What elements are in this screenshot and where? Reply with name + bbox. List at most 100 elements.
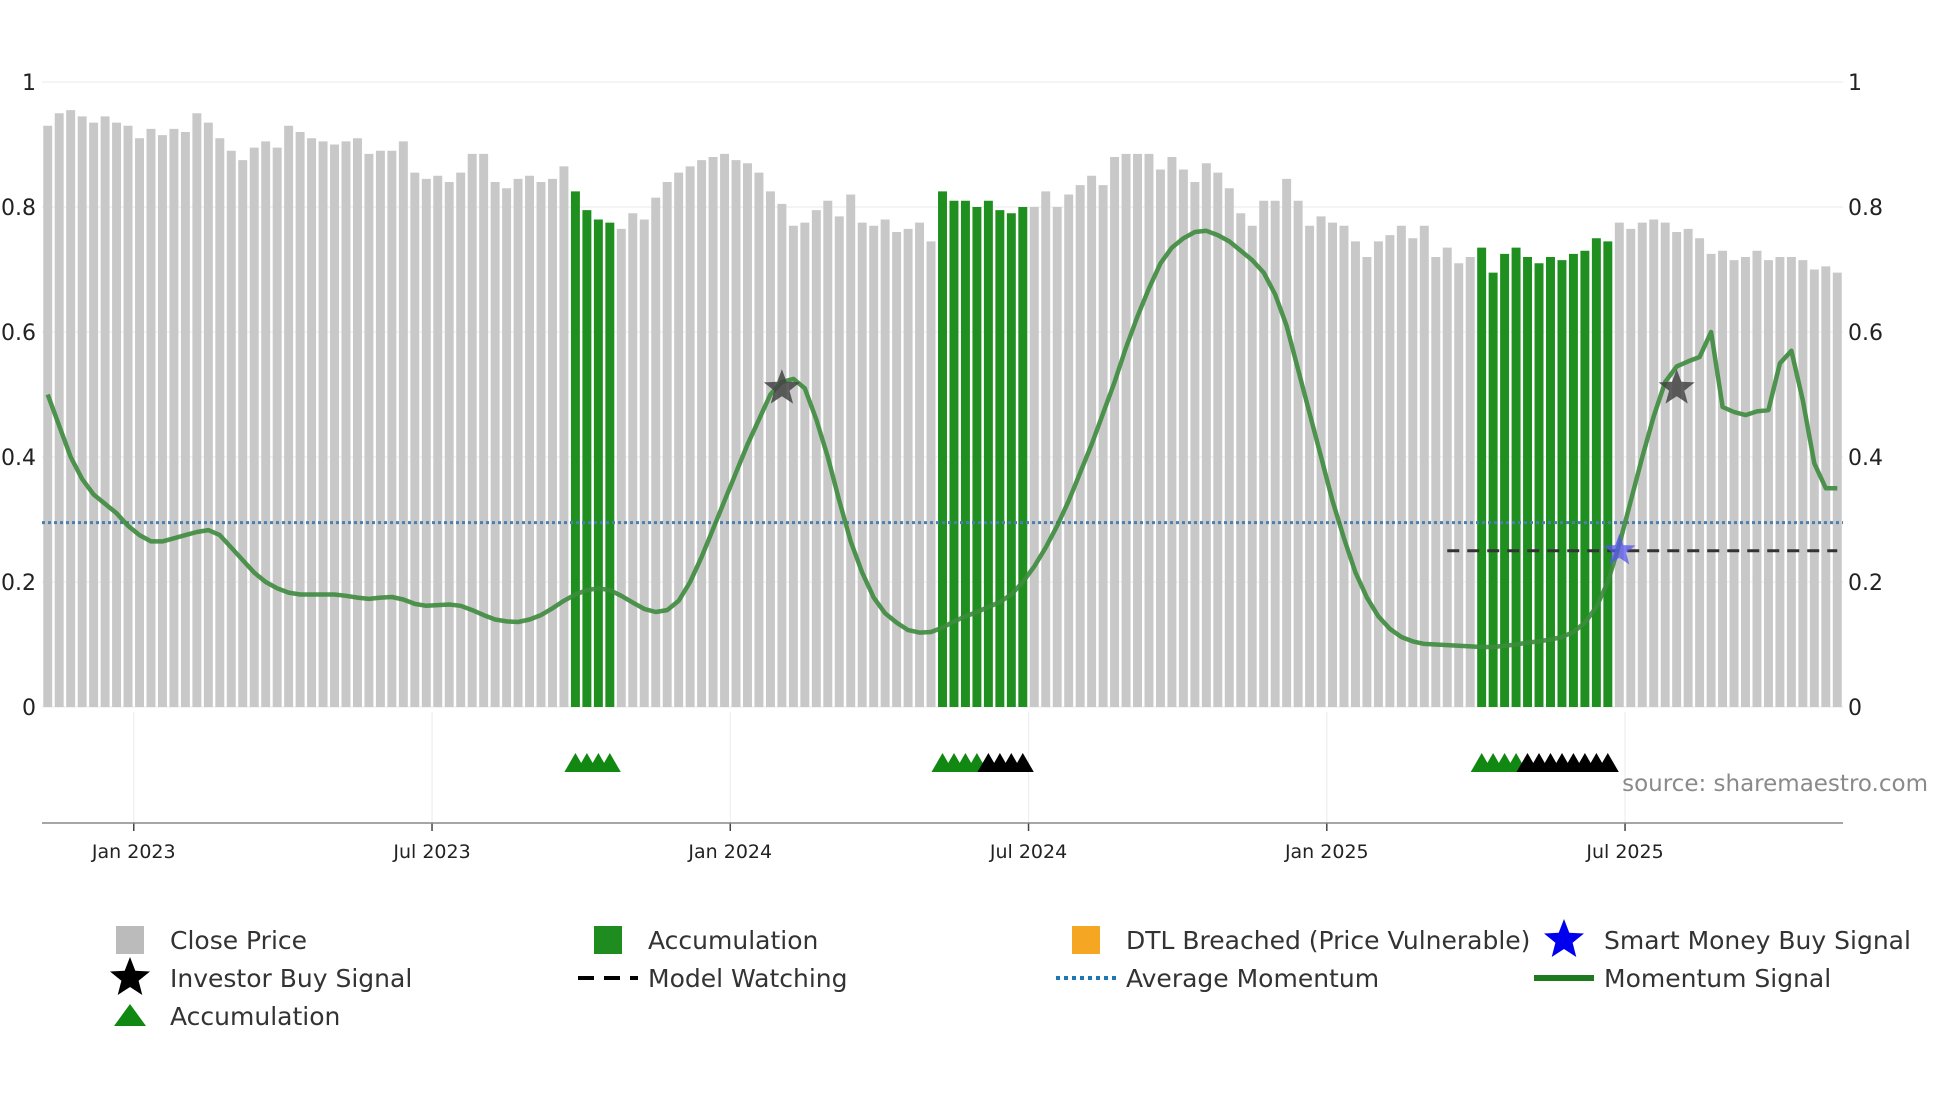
close-price-bar bbox=[410, 172, 420, 708]
close-price-bar bbox=[1741, 257, 1750, 707]
accumulation-bar bbox=[1603, 241, 1613, 708]
close-price-bar bbox=[903, 228, 913, 708]
close-price-bar bbox=[1718, 250, 1728, 707]
close-price-bar bbox=[525, 175, 535, 707]
close-price-bar bbox=[203, 122, 213, 708]
close-price-bar bbox=[387, 150, 397, 707]
close-price-bar bbox=[1442, 247, 1452, 708]
close-price-bar bbox=[261, 141, 271, 708]
legend-swatch-square bbox=[1072, 926, 1100, 954]
close-price-bar bbox=[846, 194, 856, 707]
close-price-bar bbox=[834, 216, 844, 708]
accumulation-bar bbox=[1557, 260, 1567, 708]
accumulation-bar bbox=[1568, 253, 1578, 708]
close-price-bar bbox=[869, 225, 879, 707]
accumulation-bar bbox=[582, 210, 592, 708]
investor-buy-signal-star bbox=[763, 369, 800, 404]
close-price-bar bbox=[444, 182, 454, 707]
close-price-bar bbox=[708, 157, 718, 707]
close-price-bar bbox=[915, 222, 925, 708]
close-price-bar bbox=[720, 153, 730, 708]
close-price-bar bbox=[1052, 207, 1062, 707]
close-price-bar bbox=[1798, 260, 1808, 708]
accumulation-bar bbox=[949, 200, 959, 707]
close-price-bar bbox=[318, 141, 328, 708]
accumulation-bar bbox=[995, 210, 1005, 708]
accumulation-bar bbox=[1477, 247, 1487, 708]
close-price-bar bbox=[1224, 188, 1234, 707]
close-price-bar bbox=[307, 138, 317, 707]
close-price-bar bbox=[777, 203, 787, 707]
close-price-bar bbox=[628, 213, 638, 707]
close-price-bar bbox=[295, 132, 305, 707]
close-price-bar bbox=[754, 172, 764, 708]
close-price-bar bbox=[1431, 257, 1441, 707]
close-price-bar bbox=[857, 222, 867, 708]
y-tick-left: 0.2 bbox=[1, 571, 36, 596]
close-price-bar bbox=[1213, 172, 1223, 708]
signal-markers bbox=[564, 369, 1695, 772]
close-price-bar bbox=[1064, 194, 1074, 707]
accumulation-bar bbox=[960, 200, 970, 707]
legend-item: Model Watching bbox=[578, 964, 848, 993]
close-price-bar bbox=[536, 182, 546, 707]
close-price-bar bbox=[1167, 157, 1177, 707]
close-price-bar bbox=[100, 116, 110, 708]
close-price-bar bbox=[1752, 250, 1762, 707]
close-price-bar bbox=[1729, 260, 1739, 708]
close-price-bar bbox=[341, 141, 351, 708]
close-price-bar bbox=[456, 172, 466, 708]
signal-lines bbox=[42, 228, 1843, 650]
close-price-bar bbox=[284, 125, 294, 707]
legend-item: Accumulation bbox=[594, 926, 818, 955]
close-price-bar bbox=[1121, 153, 1131, 708]
close-price-bar bbox=[479, 153, 489, 708]
legend-swatch-square bbox=[116, 926, 144, 954]
close-price-bar bbox=[421, 178, 431, 708]
close-price-bar bbox=[157, 135, 167, 708]
close-price-bar bbox=[1247, 225, 1257, 707]
close-price-bar bbox=[352, 138, 362, 707]
close-price-bar bbox=[639, 219, 649, 707]
close-price-bar bbox=[1282, 178, 1292, 708]
close-price-bar bbox=[1270, 200, 1280, 707]
close-price-bar bbox=[249, 147, 259, 708]
y-tick-right: 0 bbox=[1848, 696, 1862, 721]
legend: Close Price Accumulation DTL Breached (Pri… bbox=[110, 919, 1911, 1031]
investor-buy-signal-star bbox=[1658, 369, 1695, 404]
legend-label: Smart Money Buy Signal bbox=[1604, 926, 1911, 955]
close-price-bar bbox=[1350, 241, 1360, 708]
close-price-bar bbox=[651, 197, 661, 707]
accumulation-bar bbox=[1591, 238, 1601, 707]
legend-label: Accumulation bbox=[648, 926, 818, 955]
close-price-bar bbox=[1075, 185, 1085, 708]
close-price-bar bbox=[1236, 213, 1246, 707]
close-price-bar bbox=[697, 160, 707, 708]
y-tick-left: 0.4 bbox=[1, 446, 36, 471]
accumulation-bar bbox=[972, 207, 982, 707]
close-price-bar bbox=[1133, 153, 1142, 708]
close-price-bar bbox=[1660, 222, 1670, 708]
legend-label: Accumulation bbox=[170, 1002, 340, 1031]
y-tick-right: 0.8 bbox=[1848, 196, 1883, 221]
y-tick-right: 0.6 bbox=[1848, 321, 1883, 346]
close-price-bar bbox=[800, 222, 810, 708]
close-price-bar bbox=[1110, 157, 1120, 707]
y-tick-left: 1 bbox=[22, 71, 36, 96]
momentum-signal-line bbox=[45, 228, 1838, 650]
close-price-bar bbox=[43, 125, 53, 707]
close-price-bar bbox=[123, 125, 133, 707]
x-tick-label: Jul 2023 bbox=[392, 841, 470, 863]
close-price-bar bbox=[1029, 207, 1039, 707]
legend-swatch-star bbox=[110, 957, 150, 995]
axes: 0 0 0.2 0.2 0.4 0.4 0.6 0.6 0.8 0.8 1 1 Jan 2023 Jul … bbox=[1, 71, 1928, 863]
legend-label: Model Watching bbox=[648, 964, 848, 993]
close-price-bar bbox=[398, 141, 408, 708]
accumulation-bar bbox=[1006, 213, 1016, 707]
close-price-bar bbox=[892, 232, 902, 707]
accumulation-bar bbox=[1500, 253, 1510, 708]
close-price-bar bbox=[215, 138, 225, 707]
close-price-bar bbox=[226, 150, 236, 707]
y-tick-right: 0.4 bbox=[1848, 446, 1883, 471]
